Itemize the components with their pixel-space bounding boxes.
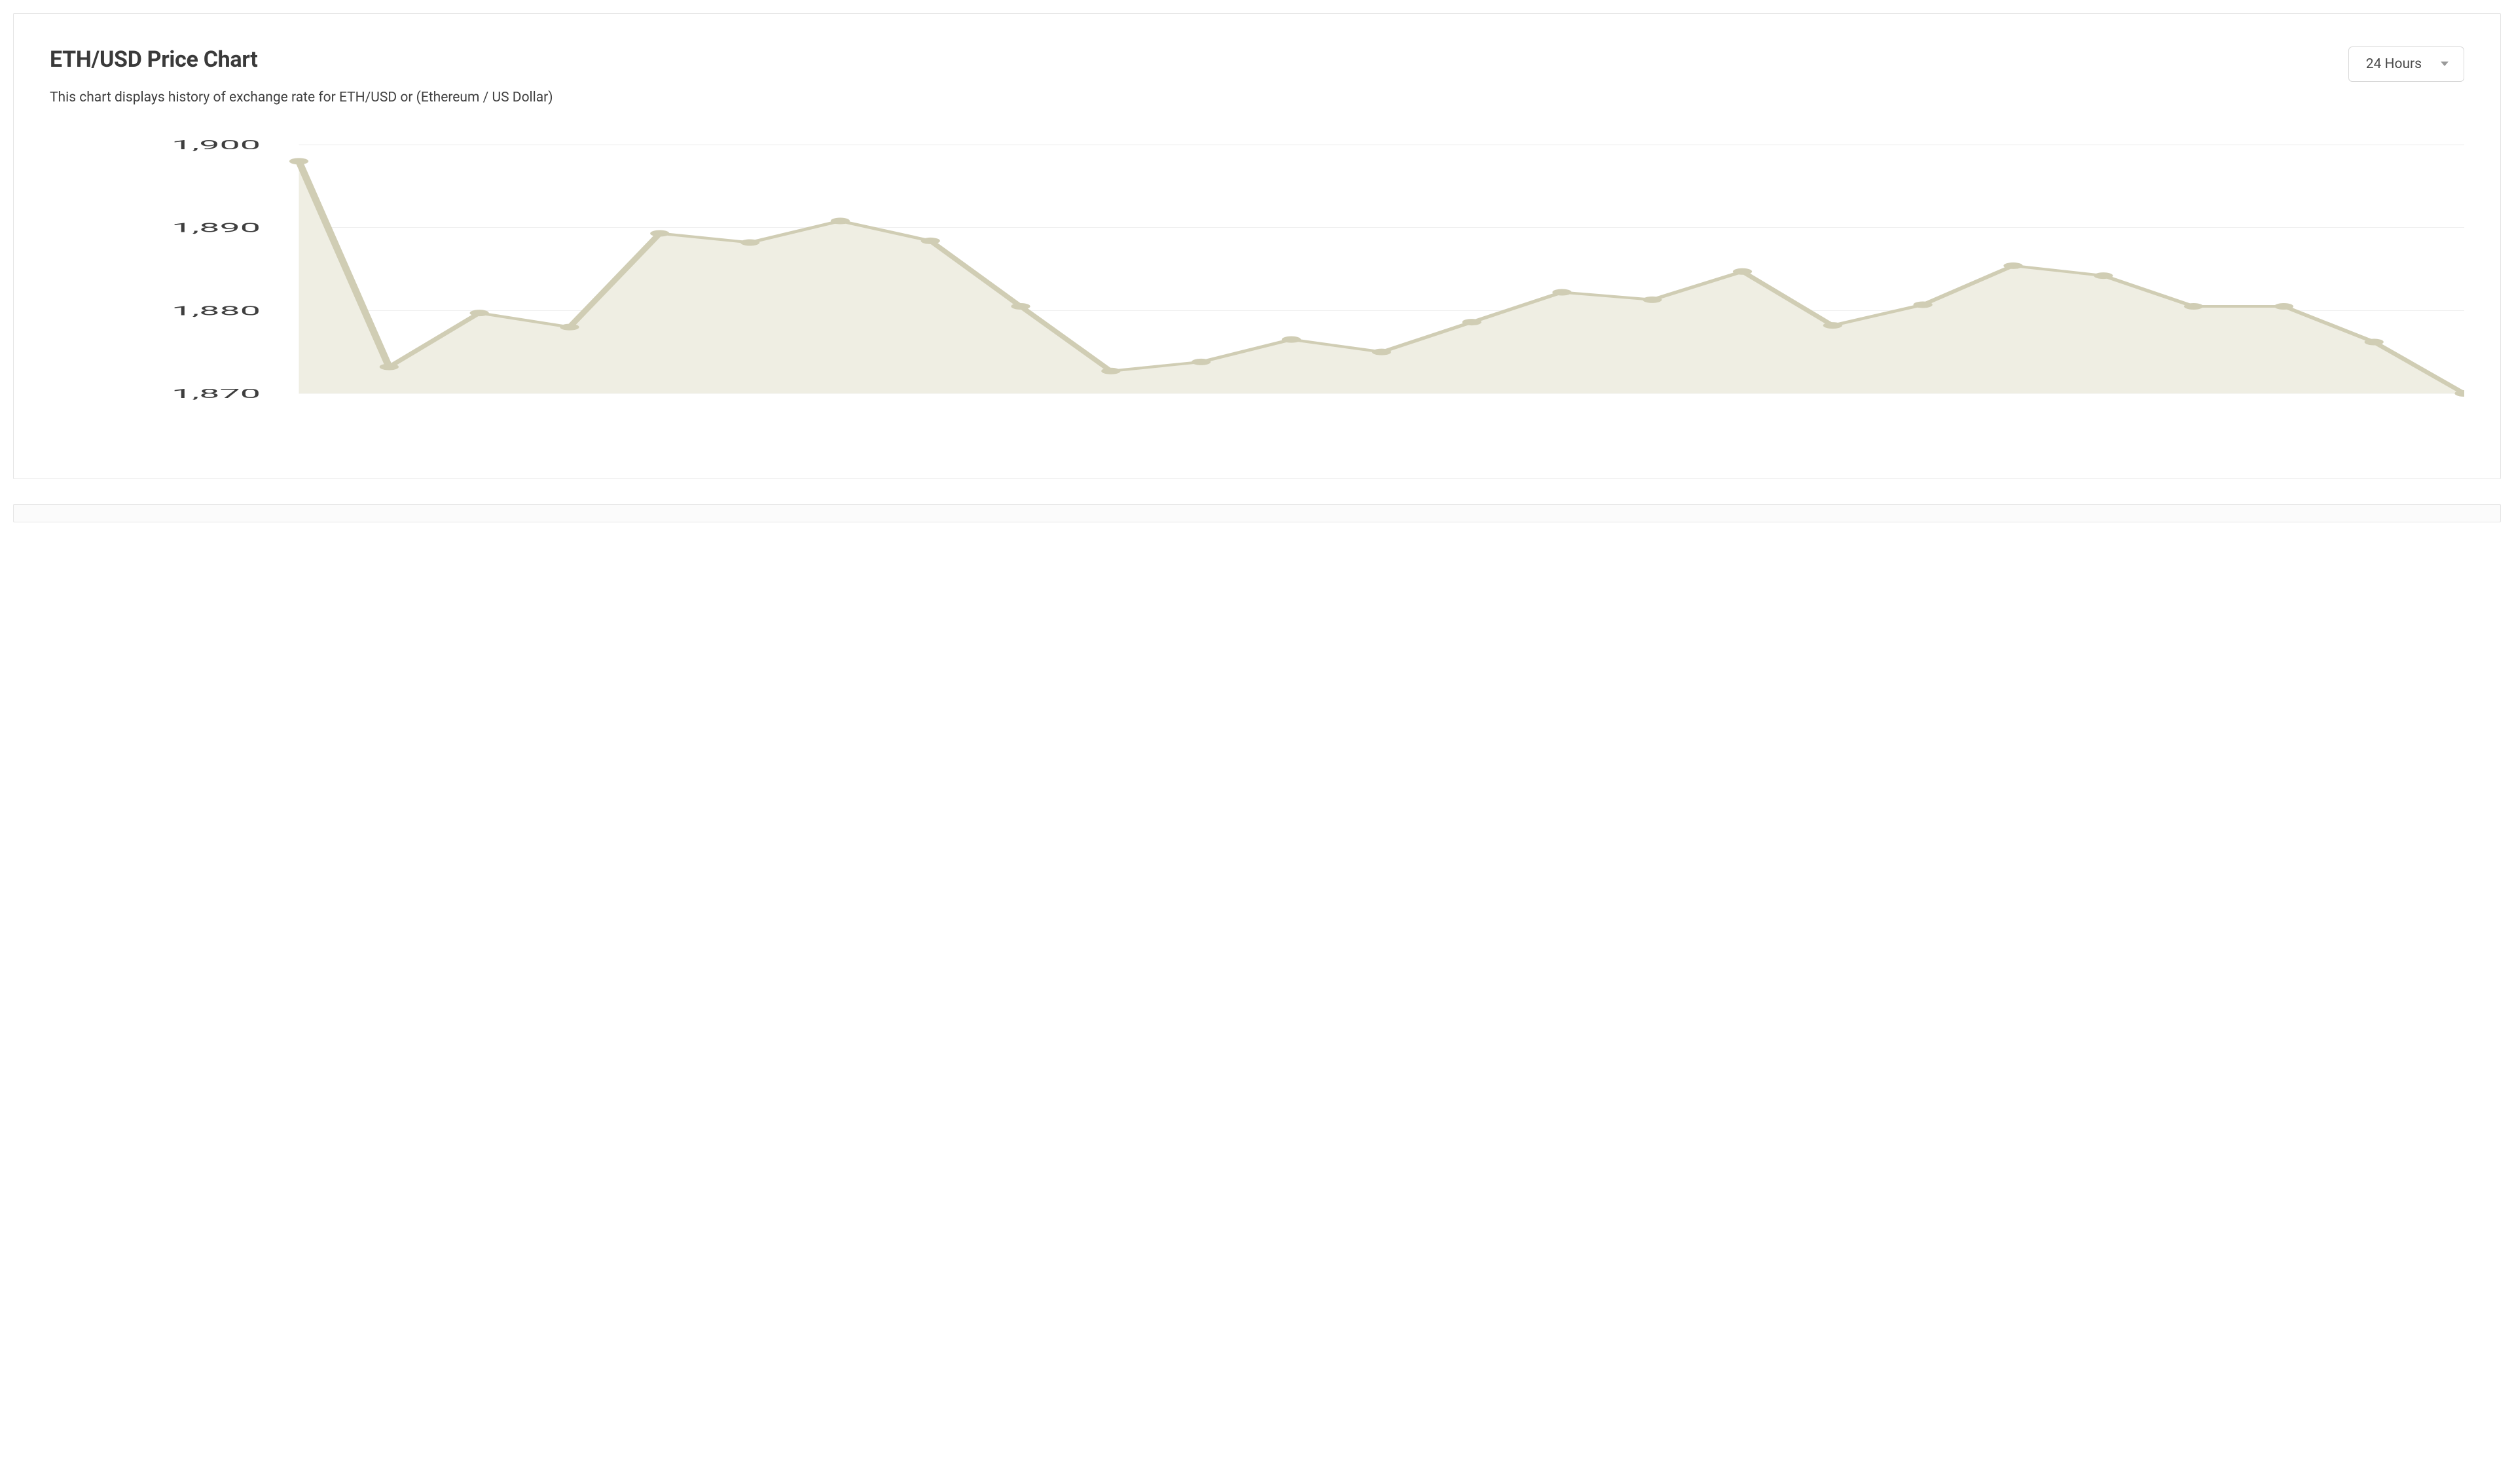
price-chart-card: ETH/USD Price Chart 24 Hours This chart … xyxy=(13,13,2501,479)
data-point xyxy=(1372,349,1391,355)
data-point xyxy=(469,310,488,316)
data-point xyxy=(2003,262,2022,269)
chart-subtitle: This chart displays history of exchange … xyxy=(50,90,2464,105)
data-point xyxy=(2365,338,2384,345)
data-point xyxy=(380,363,399,370)
chart-container: 1,870 1,880 1,890 1,900 xyxy=(50,138,2464,439)
card-header: ETH/USD Price Chart 24 Hours xyxy=(50,46,2464,82)
data-point xyxy=(1733,268,1752,275)
data-point xyxy=(560,324,579,331)
secondary-card-placeholder xyxy=(13,504,2501,522)
data-point xyxy=(650,230,669,237)
data-point xyxy=(740,239,759,245)
data-point xyxy=(1552,289,1571,295)
y-axis-label: 1,870 xyxy=(172,387,261,401)
y-axis-label: 1,900 xyxy=(172,138,261,153)
data-point xyxy=(921,238,940,244)
data-point xyxy=(1462,319,1481,325)
data-point xyxy=(831,218,850,225)
price-line-chart: 1,870 1,880 1,890 1,900 xyxy=(50,138,2464,439)
data-point xyxy=(2094,272,2113,279)
timeframe-selector[interactable]: 24 Hours xyxy=(2348,46,2464,82)
data-point xyxy=(1192,359,1211,365)
data-point xyxy=(1823,322,1842,329)
data-point xyxy=(2184,303,2203,310)
chart-title: ETH/USD Price Chart xyxy=(50,46,258,73)
data-point xyxy=(1011,303,1030,310)
data-point xyxy=(1643,297,1662,303)
data-point xyxy=(1101,368,1120,374)
data-point xyxy=(2274,303,2293,310)
chevron-down-icon xyxy=(2440,61,2449,67)
y-axis-label: 1,880 xyxy=(172,304,261,318)
timeframe-selected-label: 24 Hours xyxy=(2366,56,2422,72)
data-point xyxy=(1282,336,1301,343)
data-point xyxy=(1913,301,1932,308)
series-area xyxy=(299,161,2464,393)
y-axis-label: 1,890 xyxy=(172,221,261,235)
data-point xyxy=(289,158,308,164)
